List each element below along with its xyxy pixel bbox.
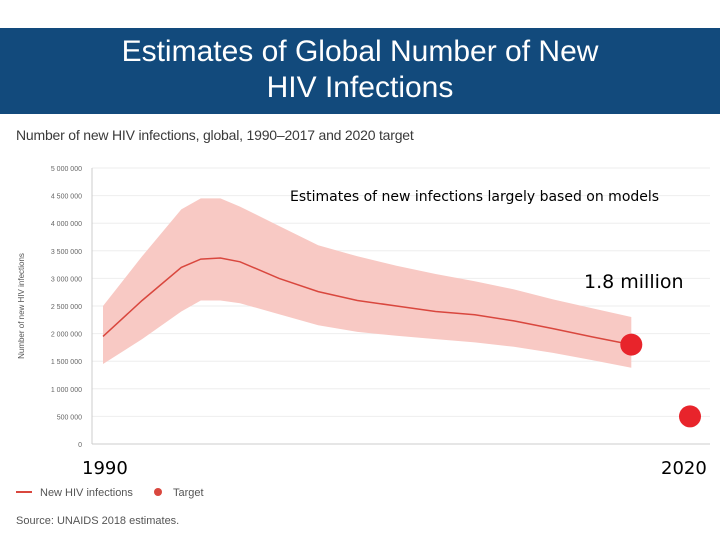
y-tick-label: 3 500 000 <box>51 249 82 256</box>
legend: New HIV infections Target <box>16 487 204 499</box>
y-tick-label: 0 <box>78 442 82 449</box>
slide-title-line-1: Estimates of Global Number of New <box>121 35 599 68</box>
y-tick-label: 4 000 000 <box>51 221 82 228</box>
title-bar: Estimates of Global Number of New HIV In… <box>0 28 720 114</box>
annotation-1-8-million: 1.8 million <box>584 271 684 293</box>
x-tick-label-1990: 1990 <box>82 458 128 479</box>
series-line-new-hiv-infections <box>102 257 632 346</box>
y-tick-label: 1 000 000 <box>51 387 82 394</box>
legend-label-target: Target <box>173 487 204 499</box>
slide-title-line-2: HIV Infections <box>266 71 454 104</box>
y-tick-label: 2 500 000 <box>51 304 82 311</box>
y-tick-labels: 0 500 000 1 000 000 1 500 000 2 000 000 2 500… <box>51 166 82 449</box>
y-tick-label: 1 500 000 <box>51 359 82 366</box>
slide-title: Estimates of Global Number of New HIV In… <box>0 34 720 106</box>
y-tick-label: 2 000 000 <box>51 332 82 339</box>
annotation-models: Estimates of new infections largely base… <box>290 189 660 205</box>
x-tick-label-2020: 2020 <box>661 458 707 479</box>
y-tick-label: 3 000 000 <box>51 276 82 283</box>
y-axis-label: Number of new HIV infections <box>17 253 26 359</box>
y-tick-label: 4 500 000 <box>51 194 82 201</box>
y-tick-label: 500 000 <box>57 414 82 421</box>
chart-title: Number of new HIV infections, global, 19… <box>16 127 414 143</box>
legend-label-new-hiv-infections: New HIV infections <box>40 487 133 499</box>
estimate-2017-point <box>620 333 643 356</box>
uncertainty-band <box>103 198 632 368</box>
y-tick-label: 5 000 000 <box>51 166 82 173</box>
target-2020-point <box>679 405 701 428</box>
source-note: Source: UNAIDS 2018 estimates. <box>16 515 180 527</box>
legend-target-swatch <box>154 488 162 496</box>
